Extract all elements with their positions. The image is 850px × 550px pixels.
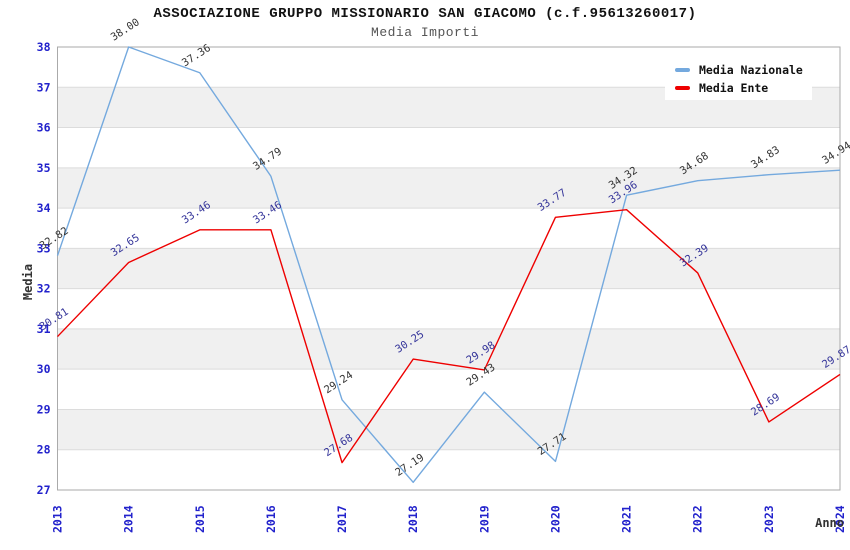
point-label: 29.24 — [322, 369, 355, 396]
x-tick-label: 2019 — [477, 505, 491, 533]
x-tick-label: 2018 — [406, 505, 420, 533]
point-label: 38.00 — [109, 16, 142, 43]
chart-subtitle: Media Importi — [371, 25, 479, 40]
series-line-media-nazionale — [56, 46, 841, 484]
legend-marker-media-nazionale-icon — [675, 68, 690, 72]
grid-band — [57, 328, 840, 370]
series-line-media-ente — [56, 209, 841, 464]
x-tick-label: 2022 — [691, 505, 705, 533]
legend-marker-media-ente-icon — [675, 86, 690, 90]
legend: Media Nazionale Media Ente — [665, 55, 812, 100]
legend-label-media-ente: Media Ente — [699, 81, 769, 95]
y-tick-label: 32 — [37, 282, 51, 296]
y-tick-label: 34 — [37, 201, 51, 215]
y-tick-label: 36 — [37, 121, 51, 135]
x-tick-label: 2013 — [51, 505, 65, 533]
legend-item-media-nazionale: Media Nazionale — [675, 62, 812, 78]
x-tick-label: 2015 — [193, 505, 207, 533]
grid-band — [57, 248, 840, 289]
y-tick-label: 29 — [37, 402, 51, 416]
x-tick-label: 2021 — [620, 505, 634, 533]
x-tick-label: 2024 — [833, 505, 847, 533]
y-tick-label: 31 — [37, 322, 51, 336]
x-tick-label: 2023 — [762, 505, 776, 533]
point-label: 34.94 — [820, 139, 850, 166]
y-tick-label: 27 — [37, 483, 51, 497]
legend-item-media-ente: Media Ente — [675, 80, 812, 96]
x-axis-title: Anno — [815, 516, 844, 530]
chart-title: ASSOCIAZIONE GRUPPO MISSIONARIO SAN GIAC… — [153, 6, 697, 22]
legend-label-media-nazionale: Media Nazionale — [699, 63, 803, 77]
point-label: 37.36 — [180, 42, 213, 69]
y-tick-label: 37 — [37, 80, 51, 94]
y-tick-label: 35 — [37, 161, 51, 175]
plot-border — [57, 46, 841, 491]
grid-band — [57, 167, 840, 209]
y-tick-label: 28 — [37, 443, 51, 457]
grid-band — [57, 409, 840, 450]
x-tick-label: 2014 — [122, 505, 136, 533]
x-tick-label: 2016 — [264, 505, 278, 533]
y-tick-label: 30 — [37, 362, 51, 376]
y-axis-title: Media — [21, 263, 35, 301]
x-tick-label: 2020 — [548, 505, 562, 533]
x-tick-label: 2017 — [335, 505, 349, 533]
y-tick-label: 38 — [37, 40, 51, 54]
y-tick-label: 33 — [37, 241, 51, 255]
point-label: 34.83 — [749, 144, 782, 171]
point-label: 27.19 — [393, 452, 426, 479]
